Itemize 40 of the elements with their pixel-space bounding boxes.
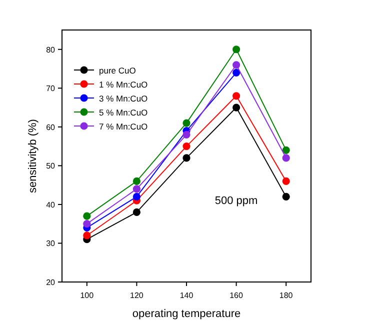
legend-label: 7 % Mn:CuO [99,122,148,132]
x-tick-label: 180 [279,291,294,300]
x-tick-label: 120 [130,291,144,300]
point [282,192,290,201]
point [132,177,140,185]
y-tick-label: 30 [46,239,56,248]
point [232,61,240,69]
point [182,154,190,162]
point [282,177,290,185]
y-tick-label: 80 [46,45,56,54]
y-tick-label: 20 [46,278,56,287]
point [232,92,240,100]
legend-label: 1 % Mn:CuO [99,80,148,90]
x-tick-label: 160 [230,291,244,300]
y-axis-title: sensitivityb (%) [27,119,39,193]
point [182,119,190,127]
point [83,212,91,220]
y-tick-label: 50 [46,162,56,171]
point [182,142,190,150]
point [132,185,140,193]
legend-label: 5 % Mn:CuO [99,108,148,118]
legend-label: pure CuO [99,66,136,76]
x-axis-title: operating temperature [132,308,241,320]
point [232,68,240,76]
point [83,232,91,240]
point [132,208,140,216]
point [232,46,240,54]
y-tick-label: 40 [46,200,56,210]
annotation: 500 ppm [214,194,258,207]
point [232,104,240,112]
x-tick-label: 140 [180,291,194,300]
x-tick-label: 100 [80,291,94,300]
point [282,146,290,154]
y-tick-label: 70 [46,84,56,94]
point [182,130,190,138]
point [282,154,290,162]
point [83,220,91,228]
point [132,192,140,201]
y-tick-label: 60 [46,122,56,132]
legend-label: 3 % Mn:CuO [99,94,148,104]
